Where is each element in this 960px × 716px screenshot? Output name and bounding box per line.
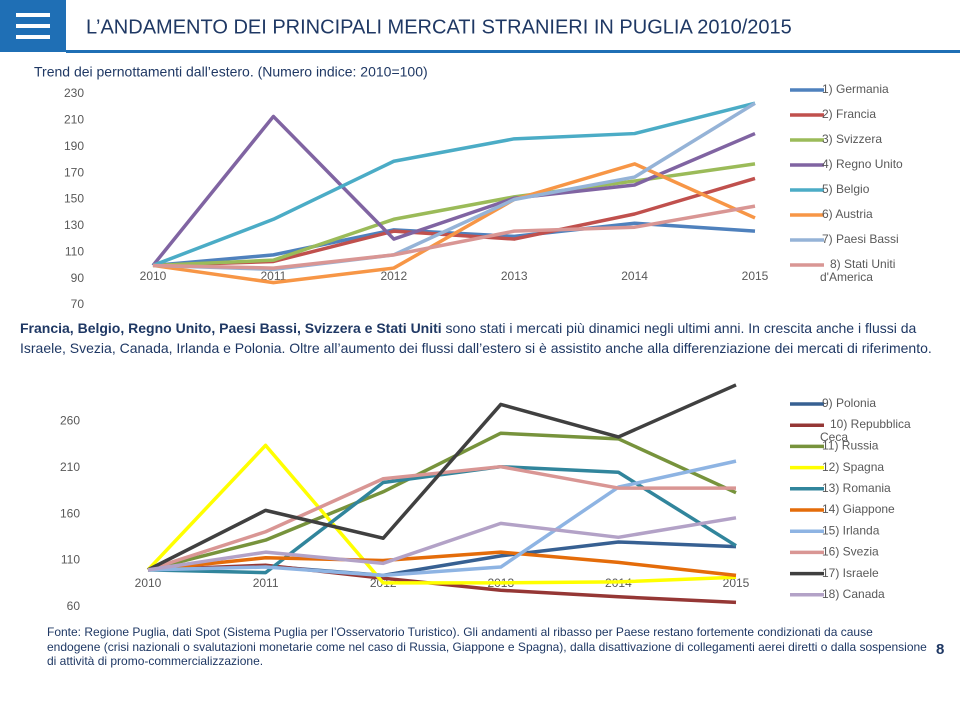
y-tick-label: 210 — [64, 113, 84, 127]
y-tick-label: 150 — [64, 192, 84, 206]
legend-label: 3) Svizzera — [822, 132, 882, 146]
legend-label: 11) Russia — [822, 439, 879, 453]
y-tick-label: 210 — [60, 460, 80, 474]
series-line — [147, 459, 737, 578]
legend-label: 8) Stati Uniti d'America — [820, 257, 895, 284]
x-tick-label: 2011 — [253, 576, 279, 590]
legend-label: 1) Germania — [822, 82, 889, 96]
series-line — [147, 383, 737, 572]
paragraph: Francia, Belgio, Regno Unito, Paesi Bass… — [20, 318, 935, 358]
x-tick-label: 2012 — [380, 269, 407, 283]
paragraph-text: sono stati i mercati più dinamici negli … — [20, 320, 932, 356]
y-tick-label: 190 — [64, 139, 84, 153]
series-line — [147, 516, 737, 572]
y-tick-label: 110 — [61, 553, 80, 567]
legend-label: 18) Canada — [822, 587, 885, 601]
x-tick-label: 2010 — [135, 576, 162, 590]
x-tick-label: 2011 — [260, 269, 286, 283]
y-tick-label: 60 — [67, 599, 81, 613]
menu-line — [16, 13, 50, 17]
series-line — [147, 431, 737, 572]
legend-label: 10) Repubblica Ceca — [820, 417, 911, 444]
legend-label: 14) Giappone — [822, 502, 895, 516]
series-line — [151, 114, 756, 267]
x-tick-label: 2015 — [742, 269, 769, 283]
y-tick-label: 130 — [64, 218, 84, 232]
y-tick-label: 230 — [64, 86, 84, 100]
header-rule — [66, 50, 960, 53]
legend-label: 12) Spagna — [822, 460, 884, 474]
x-tick-label: 2015 — [723, 576, 750, 590]
source-note: Fonte: Regione Puglia, dati Spot (Sistem… — [47, 625, 927, 668]
legend-label: 5) Belgio — [822, 182, 870, 196]
chart-title: Trend dei pernottamenti dall’estero. (Nu… — [34, 64, 428, 80]
menu-line — [16, 35, 50, 39]
series-line — [152, 204, 756, 270]
legend-label: 13) Romania — [822, 481, 891, 495]
legend-label: 2) Francia — [822, 107, 876, 121]
y-tick-label: 260 — [60, 413, 80, 427]
legend-label: 17) Israele — [822, 566, 879, 580]
y-tick-label: 110 — [65, 244, 84, 258]
series-line — [146, 443, 737, 585]
legend-label: 9) Polonia — [822, 396, 876, 410]
x-tick-label: 2010 — [140, 269, 167, 283]
y-tick-label: 160 — [60, 506, 80, 520]
paragraph-bold: Francia, Belgio, Regno Unito, Paesi Bass… — [20, 320, 442, 336]
legend-label: 7) Paesi Bassi — [822, 232, 899, 246]
page-title: L’ANDAMENTO DEI PRINCIPALI MERCATI STRAN… — [86, 16, 792, 38]
page-number: 8 — [936, 641, 945, 658]
legend-label: 15) Irlanda — [822, 523, 880, 537]
menu-line — [16, 24, 50, 28]
y-tick-label: 70 — [71, 297, 85, 311]
x-tick-label: 2014 — [621, 269, 648, 283]
y-tick-label: 90 — [71, 271, 85, 285]
y-tick-label: 170 — [64, 165, 84, 179]
legend-label: 16) Svezia — [822, 545, 879, 559]
series-line — [152, 101, 756, 268]
x-tick-label: 2013 — [501, 269, 528, 283]
legend-label: 6) Austria — [822, 207, 873, 221]
legend-label: 4) Regno Unito — [822, 157, 903, 171]
series-line — [147, 550, 737, 578]
series-line — [152, 162, 756, 285]
